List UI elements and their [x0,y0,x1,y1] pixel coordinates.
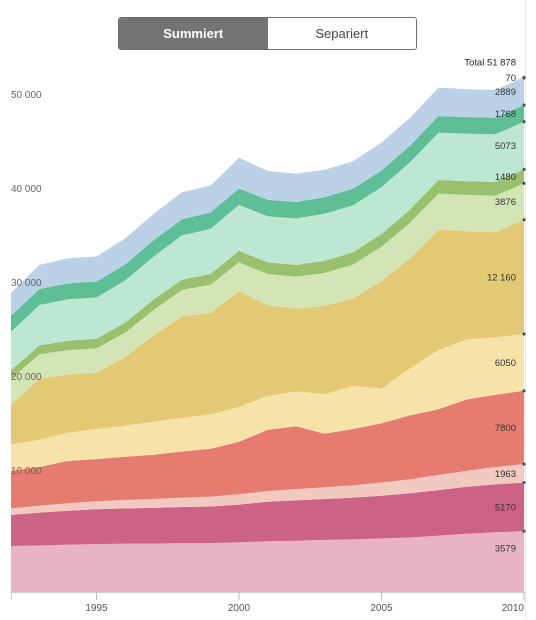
end-label-5: 6050 [495,358,516,369]
y-tick-label-20 000: 20 000 [11,372,42,383]
end-marker-5 [522,332,526,336]
x-tick-label-2005: 2005 [370,603,393,614]
end-label-2: 5170 [495,502,516,513]
area-series-9 [11,121,524,371]
area-series-6 [11,219,524,445]
summiert-button[interactable]: Summiert [119,18,268,49]
end-label-7: 3876 [495,197,516,208]
end-marker-12 [522,75,526,79]
end-marker-2 [522,480,526,485]
area-series-3 [11,464,524,515]
end-marker-4 [522,389,526,393]
area-series-4 [11,390,524,509]
area-series-10 [11,105,524,332]
x-tick-label-2000: 2000 [228,603,251,614]
end-label-12: 70 [505,73,516,84]
area-series-2 [11,482,524,546]
total-label: Total 51 878 [464,57,516,68]
end-label-11: 2889 [495,87,516,98]
view-toggle: Summiert Separiert [118,17,417,50]
end-marker-3 [522,462,526,466]
y-tick-label-50 000: 50 000 [11,90,42,101]
end-label-10: 1768 [495,109,516,120]
y-tick-label-10 000: 10 000 [11,466,42,477]
end-marker-7 [522,181,526,185]
end-label-6: 12 160 [487,272,516,283]
end-label-8: 1480 [495,172,516,183]
end-marker-1 [522,529,526,533]
area-series-11 [11,78,524,316]
area-series-1 [11,531,524,592]
area-series-8 [11,169,524,379]
end-label-3: 1963 [495,469,516,480]
end-marker-6 [522,218,526,222]
x-tick-label-1995: 1995 [85,603,108,614]
area-series-5 [11,334,524,471]
end-marker-10 [522,103,526,107]
y-tick-label-40 000: 40 000 [11,184,42,195]
end-marker-9 [522,120,526,124]
x-tick-label-2010: 2010 [502,603,525,614]
area-series-7 [11,183,524,405]
end-label-4: 7800 [495,423,516,434]
end-label-1: 3579 [495,543,516,554]
separiert-button[interactable]: Separiert [267,18,416,49]
chart-frame [525,0,526,618]
y-tick-label-30 000: 30 000 [11,278,42,289]
end-marker-8 [522,167,526,172]
end-label-9: 5073 [495,141,516,152]
